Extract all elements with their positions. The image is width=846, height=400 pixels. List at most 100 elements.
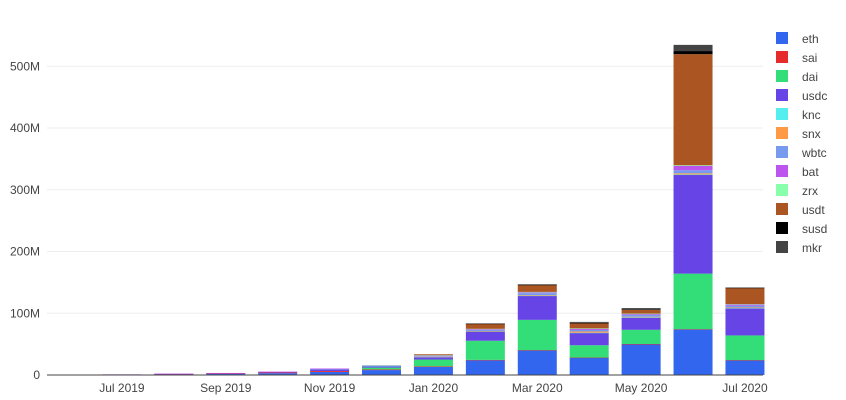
bar-segment-knc[interactable] <box>569 332 609 334</box>
legend[interactable]: eth sai dai usdc knc snx wbtc bat zrx usdt susd mkr <box>776 32 827 255</box>
bar-segment-wbtc[interactable] <box>413 356 453 357</box>
bar-segment-bat[interactable] <box>465 329 505 331</box>
legend-item-knc[interactable]: knc <box>776 108 821 122</box>
bar-segment-bat[interactable] <box>569 328 609 330</box>
bar-segment-snx[interactable] <box>413 356 453 358</box>
bar-segment-usdc[interactable] <box>517 295 557 320</box>
legend-item-usdc[interactable]: usdc <box>776 89 827 103</box>
bar-segment-wbtc[interactable] <box>465 330 505 331</box>
bar-segment-sai[interactable] <box>517 350 557 351</box>
legend-item-susd[interactable]: susd <box>776 222 827 236</box>
bar-segment-eth[interactable] <box>258 373 298 375</box>
bar-segment-knc[interactable] <box>673 174 713 176</box>
bar-segment-eth[interactable] <box>465 360 505 375</box>
bar-segment-dai[interactable] <box>621 329 661 345</box>
bar-segment-usdt[interactable] <box>413 354 453 356</box>
bar-segment-mkr[interactable] <box>569 321 609 323</box>
bar-segment-eth[interactable] <box>621 344 661 375</box>
bar-segment-sai[interactable] <box>673 329 713 330</box>
bar-segment-sai[interactable] <box>362 369 402 371</box>
bar-segment-eth[interactable] <box>725 360 765 375</box>
bar-segment-bat[interactable] <box>673 165 713 171</box>
bar-segment-bat[interactable] <box>310 368 350 370</box>
bar-segment-bat[interactable] <box>621 313 661 315</box>
bar-segment-mkr[interactable] <box>673 44 713 52</box>
bar-segment-knc[interactable] <box>621 317 661 318</box>
bar-segment-zrx[interactable] <box>569 328 609 329</box>
bar-segment-eth[interactable] <box>517 350 557 375</box>
bar-segment-eth[interactable] <box>569 357 609 375</box>
legend-item-sai[interactable]: sai <box>776 51 817 65</box>
legend-item-mkr[interactable]: mkr <box>776 241 822 255</box>
bar-segment-wbtc[interactable] <box>569 329 609 332</box>
bar-segment-snx[interactable] <box>673 173 713 175</box>
bar-segment-sai[interactable] <box>725 360 765 361</box>
bar-segment-wbtc[interactable] <box>517 293 557 295</box>
bar-segment-sai[interactable] <box>569 357 609 359</box>
bar-segment-usdt[interactable] <box>725 288 765 305</box>
bar-segment-zrx[interactable] <box>465 328 505 330</box>
bar-segment-wbtc[interactable] <box>725 305 765 308</box>
bar-segment-usdc[interactable] <box>258 371 298 373</box>
bar-segment-eth[interactable] <box>310 371 350 375</box>
bar-segment-knc[interactable] <box>517 295 557 297</box>
bar-segment-sai[interactable] <box>258 372 298 374</box>
bar-segment-mkr[interactable] <box>621 308 661 310</box>
bar-segment-sai[interactable] <box>465 359 505 361</box>
bar-segment-usdc[interactable] <box>465 331 505 341</box>
bar-segment-snx[interactable] <box>725 307 765 309</box>
bar-segment-knc[interactable] <box>725 308 765 309</box>
bar-segment-bat[interactable] <box>362 365 402 366</box>
bar-segment-usdc[interactable] <box>725 308 765 336</box>
bar-segment-zrx[interactable] <box>673 165 713 166</box>
bar-segment-sai[interactable] <box>206 373 246 374</box>
bar-segment-usdt[interactable] <box>465 323 505 329</box>
bar-segment-bat[interactable] <box>517 292 557 294</box>
bar-segment-mkr[interactable] <box>725 287 765 288</box>
bar-segment-zrx[interactable] <box>362 365 402 366</box>
legend-item-dai[interactable]: dai <box>776 70 818 84</box>
bar-segment-snx[interactable] <box>569 331 609 333</box>
bar-segment-dai[interactable] <box>569 345 609 358</box>
bar-segment-mkr[interactable] <box>465 323 505 324</box>
bar-segment-bat[interactable] <box>413 355 453 357</box>
bar-segment-wbtc[interactable] <box>673 170 713 174</box>
bar-segment-susd[interactable] <box>673 51 713 55</box>
bar-segment-susd[interactable] <box>725 287 765 289</box>
legend-item-bat[interactable]: bat <box>776 165 819 179</box>
bar-segment-sai[interactable] <box>413 366 453 367</box>
bar-segment-usdt[interactable] <box>621 309 661 314</box>
legend-item-eth[interactable]: eth <box>776 32 819 46</box>
legend-item-usdt[interactable]: usdt <box>776 203 825 217</box>
bar-segment-eth[interactable] <box>206 373 246 375</box>
bar-segment-eth[interactable] <box>673 329 713 375</box>
legend-item-wbtc[interactable]: wbtc <box>776 146 827 160</box>
bar-segment-zrx[interactable] <box>621 313 661 315</box>
bar-segment-zrx[interactable] <box>413 355 453 356</box>
bar-segment-bat[interactable] <box>154 373 194 375</box>
bar-segment-susd[interactable] <box>569 322 609 324</box>
bar-segment-wbtc[interactable] <box>362 365 402 367</box>
bar-segment-sai[interactable] <box>621 344 661 345</box>
bar-segment-dai[interactable] <box>413 359 453 367</box>
bar-segment-usdc[interactable] <box>673 174 713 274</box>
legend-item-snx[interactable]: snx <box>776 127 821 141</box>
bar-segment-susd[interactable] <box>465 323 505 325</box>
bar-segment-usdt[interactable] <box>673 54 713 166</box>
bar-segment-wbtc[interactable] <box>310 369 350 370</box>
bar-segment-mkr[interactable] <box>517 284 557 285</box>
bar-segment-eth[interactable] <box>362 370 402 375</box>
bar-segment-usdt[interactable] <box>569 323 609 329</box>
bar-segment-bat[interactable] <box>206 372 246 374</box>
bar-segment-susd[interactable] <box>517 284 557 286</box>
bar-segment-eth[interactable] <box>413 366 453 375</box>
bar-segment-snx[interactable] <box>465 330 505 332</box>
bar-segment-usdc[interactable] <box>621 317 661 330</box>
bar-segment-snx[interactable] <box>621 316 661 318</box>
bar-segment-zrx[interactable] <box>725 304 765 305</box>
bar-segment-usdt[interactable] <box>517 285 557 292</box>
bar-segment-dai[interactable] <box>673 273 713 330</box>
bar-segment-wbtc[interactable] <box>621 314 661 317</box>
bar-segment-zrx[interactable] <box>517 291 557 293</box>
bar-segment-knc[interactable] <box>362 366 402 367</box>
